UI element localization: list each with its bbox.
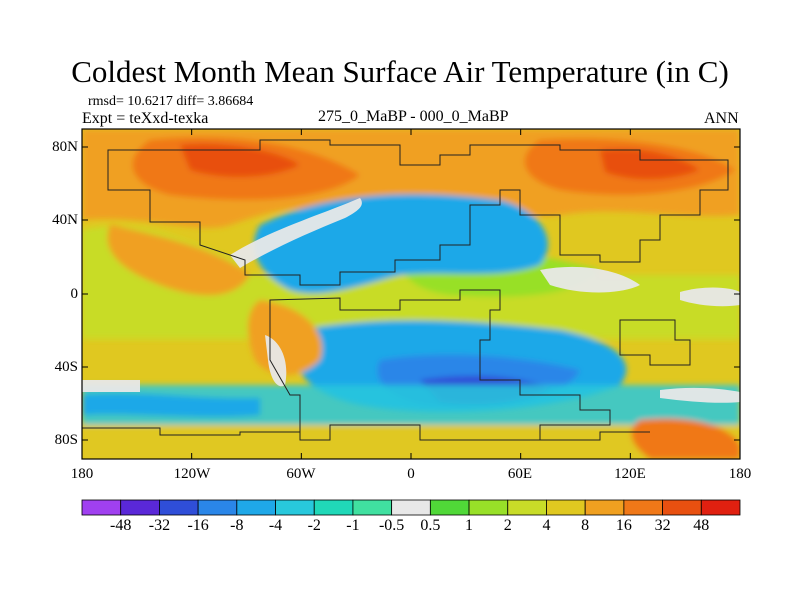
- comparison-label: 275_0_MaBP - 000_0_MaBP: [318, 108, 509, 125]
- colorbar-label: 32: [654, 517, 671, 534]
- colorbar-label: 2: [503, 517, 512, 534]
- colorbar-swatch: [159, 499, 199, 516]
- colorbar-swatch: [313, 499, 354, 516]
- colorbar-swatch: [700, 499, 741, 516]
- temperature-field: [82, 129, 740, 459]
- lat-tick-40n: 40N: [52, 212, 78, 228]
- lat-tick-0: 0: [70, 286, 79, 302]
- colorbar-label: -4: [268, 517, 283, 534]
- colorbar-swatch: [662, 499, 702, 516]
- colorbar-label: -2: [307, 517, 321, 534]
- colorbar-swatch: [352, 499, 393, 516]
- colorbar-swatch: [120, 499, 160, 516]
- colorbar-swatch: [468, 499, 509, 516]
- colorbar-swatch: [236, 499, 276, 516]
- colorbar-swatch: [429, 499, 470, 516]
- colorbar-label: 1: [465, 517, 474, 534]
- colorbar-swatch: [391, 499, 431, 516]
- lat-tick-80n: 80N: [52, 139, 78, 155]
- colorbar-label: -48: [110, 517, 132, 534]
- coastline-outline: [82, 139, 729, 441]
- colorbar-label: 48: [693, 517, 710, 534]
- colorbar-label: 16: [615, 517, 632, 534]
- colorbar-swatch: [623, 499, 663, 516]
- colorbar-swatch: [197, 499, 238, 516]
- chart-title: Coldest Month Mean Surface Air Temperatu…: [71, 54, 729, 89]
- colorbar-swatch: [584, 499, 625, 516]
- lon-tick-180e: 180: [728, 466, 752, 482]
- colorbar-swatch: [507, 499, 547, 516]
- colorbar-label: 8: [581, 517, 590, 534]
- colorbar: [81, 499, 741, 516]
- colorbar-swatch: [275, 499, 315, 516]
- colorbar-label: -8: [230, 517, 244, 534]
- season-label: ANN: [704, 110, 739, 127]
- colorbar-label: 4: [542, 517, 551, 534]
- axis-ticks: [81, 129, 741, 459]
- colorbar-label: 0.5: [420, 517, 441, 534]
- experiment-label: Expt = teXxd-texka: [82, 110, 209, 127]
- lon-tick-60e: 60E: [507, 466, 533, 482]
- lon-tick-120e: 120E: [614, 466, 646, 482]
- lon-tick-60w: 60W: [286, 466, 316, 482]
- colorbar-swatch: [81, 499, 122, 516]
- lat-tick-40s: 40S: [54, 359, 78, 375]
- lat-tick-80s: 80S: [54, 432, 78, 448]
- colorbar-label: -32: [148, 517, 171, 534]
- stats-label: rmsd= 10.6217 diff= 3.86684: [88, 94, 254, 109]
- colorbar-label: -0.5: [378, 517, 405, 534]
- colorbar-label: -16: [187, 517, 209, 534]
- colorbar-label: -1: [346, 517, 360, 534]
- lon-tick-120w: 120W: [173, 466, 211, 482]
- colorbar-swatch: [546, 499, 586, 516]
- lon-tick-0: 0: [407, 466, 415, 482]
- lon-tick-180w: 180: [70, 466, 94, 482]
